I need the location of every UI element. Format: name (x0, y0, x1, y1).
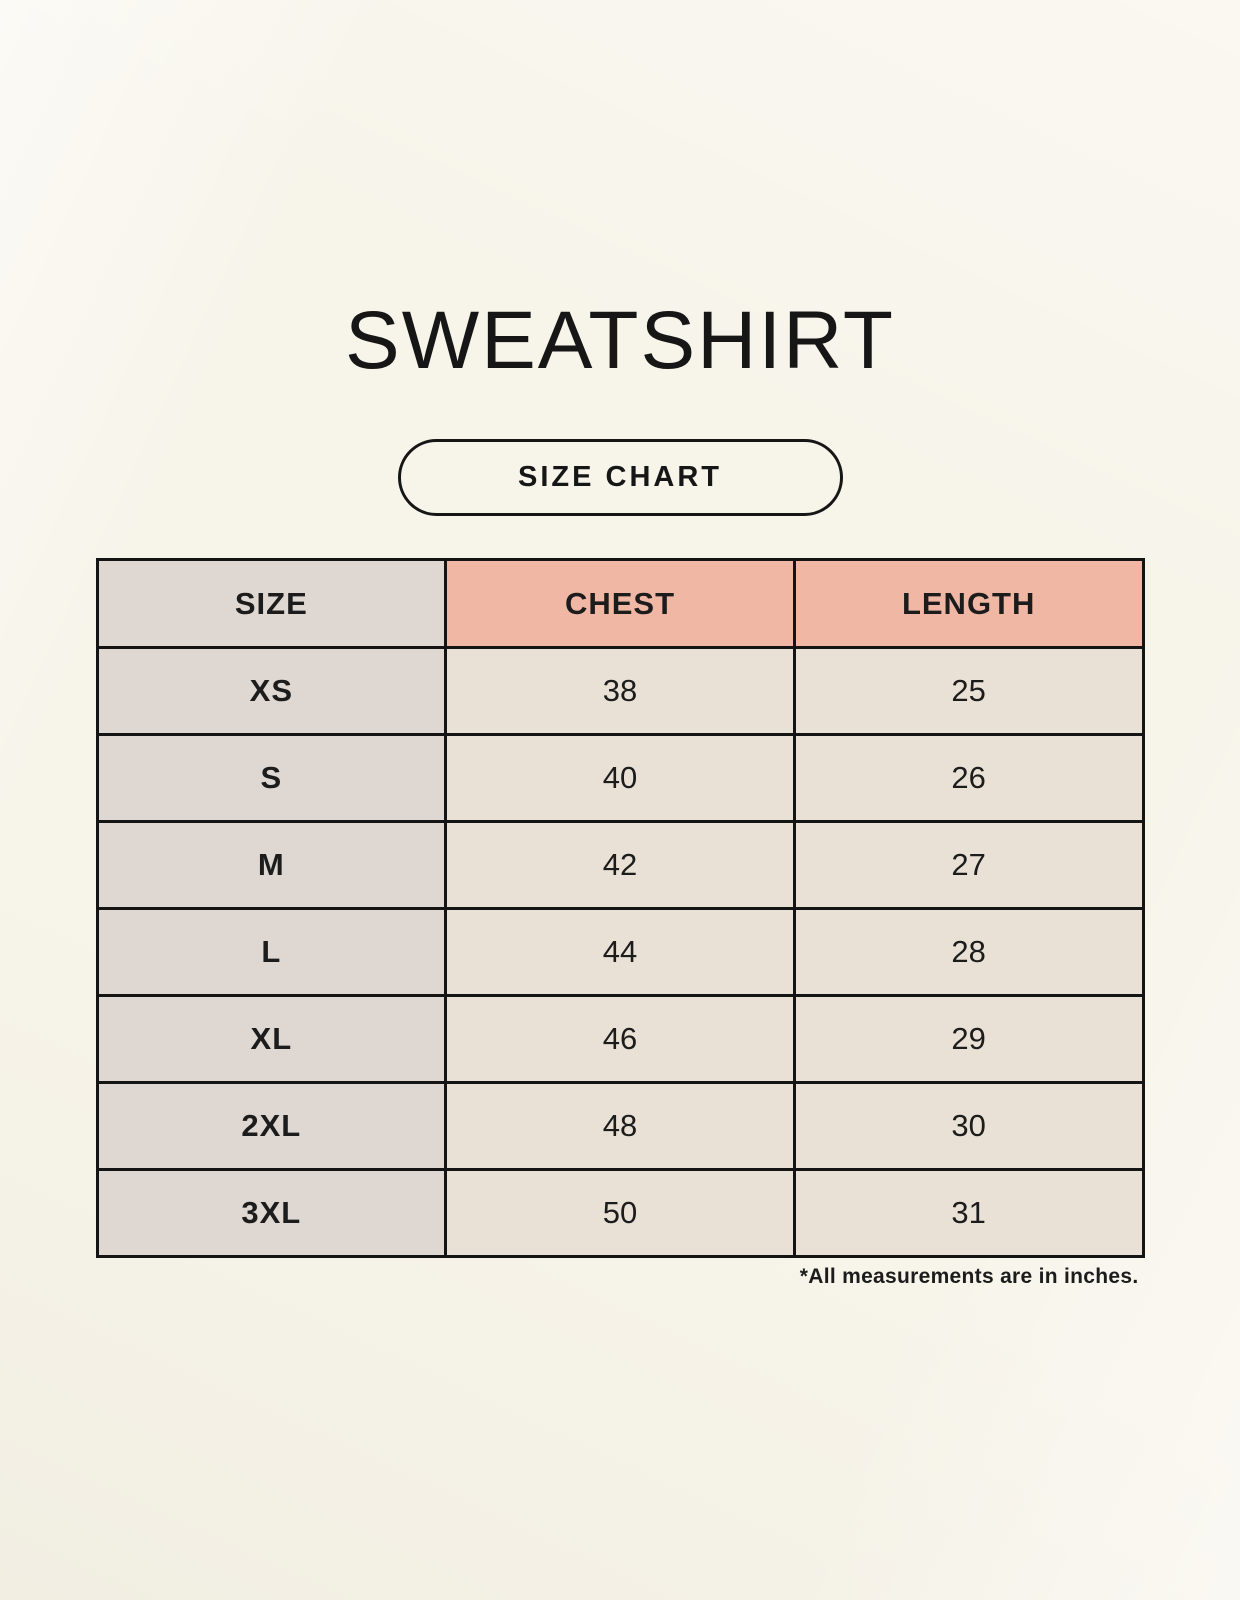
column-header-size: SIZE (95, 558, 448, 649)
table-row: S 40 26 (95, 733, 1145, 823)
length-cell: 27 (792, 820, 1145, 910)
header-row: SIZE CHEST LENGTH (95, 558, 1145, 649)
chest-cell: 50 (444, 1168, 796, 1258)
chest-cell: 48 (444, 1081, 796, 1171)
size-table-container: SIZE CHEST LENGTH XS 38 25 S 40 26 M 42 27 L 44 28 X… (95, 558, 1145, 1289)
length-cell: 26 (792, 733, 1145, 823)
table-row: XS 38 25 (95, 646, 1145, 736)
size-cell: M (95, 820, 448, 910)
table-row: M 42 27 (95, 820, 1145, 910)
chest-cell: 42 (444, 820, 796, 910)
chest-cell: 40 (444, 733, 796, 823)
column-header-chest: CHEST (444, 558, 796, 649)
size-table-header: SIZE CHEST LENGTH (95, 558, 1145, 649)
size-table: SIZE CHEST LENGTH XS 38 25 S 40 26 M 42 27 L 44 28 X… (95, 558, 1145, 1258)
size-cell: 2XL (95, 1081, 448, 1171)
size-table-body: XS 38 25 S 40 26 M 42 27 L 44 28 XL 46 29 2XL 48 30 3XL 50 3… (95, 646, 1145, 1258)
table-row: XL 46 29 (95, 994, 1145, 1084)
chest-cell: 38 (444, 646, 796, 736)
chest-cell: 46 (444, 994, 796, 1084)
table-row: L 44 28 (95, 907, 1145, 997)
column-header-length: LENGTH (792, 558, 1145, 649)
size-chart-button-label: SIZE CHART (518, 461, 722, 493)
table-row: 3XL 50 31 (95, 1168, 1145, 1258)
size-cell: XL (95, 994, 448, 1084)
size-cell: S (95, 733, 448, 823)
table-row: 2XL 48 30 (95, 1081, 1145, 1171)
length-cell: 31 (792, 1168, 1145, 1258)
length-cell: 28 (792, 907, 1145, 997)
page-title: SWEATSHIRT (345, 295, 895, 386)
length-cell: 25 (792, 646, 1145, 736)
length-cell: 30 (792, 1081, 1145, 1171)
size-cell: 3XL (95, 1168, 448, 1258)
length-cell: 29 (792, 994, 1145, 1084)
units-note: *All measurements are in inches. (799, 1265, 1139, 1288)
chest-cell: 44 (444, 907, 796, 997)
size-chart-button[interactable]: SIZE CHART (397, 439, 843, 516)
size-cell: XS (95, 646, 448, 736)
size-cell: L (95, 907, 448, 997)
